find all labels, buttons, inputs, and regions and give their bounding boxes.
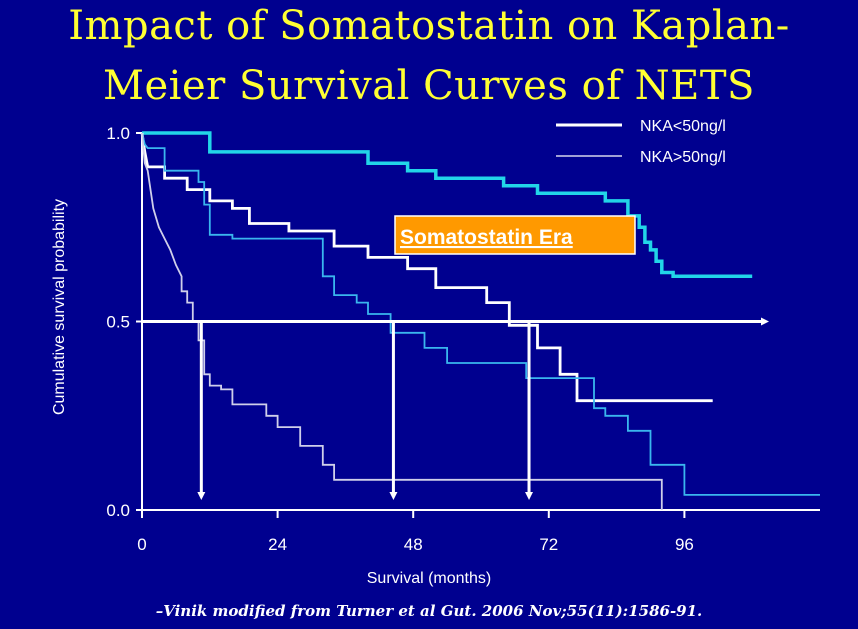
y-tick-label: 0.0	[106, 501, 130, 520]
somatostatin-era-annotation: Somatostatin Era	[394, 215, 636, 255]
axis-ticks: 0 24 48 72 96 0.0 0.5 1.0	[106, 124, 694, 554]
survival-curve-4	[141, 132, 663, 510]
y-tick-label: 0.5	[106, 313, 130, 332]
annotation-text: Somatostatin Era	[400, 226, 573, 249]
survival-curve-3	[141, 132, 820, 496]
series-layer	[140, 131, 820, 510]
x-axis-label: Survival (months)	[366, 570, 492, 587]
chart-title-line2: Meier Survival Curves of NETS	[103, 63, 755, 109]
x-tick-label: 96	[675, 535, 694, 554]
annotation-box	[394, 215, 636, 255]
survival-curve-1	[142, 131, 753, 279]
x-tick-label: 0	[137, 535, 146, 554]
x-tick-label: 24	[268, 535, 287, 554]
median-layer	[142, 317, 769, 500]
legend: NKA<50ng/l NKA>50ng/l	[556, 118, 726, 166]
legend-label-nka-high: NKA>50ng/l	[640, 149, 726, 166]
legend-label-nka-low: NKA<50ng/l	[640, 118, 726, 135]
chart-title-line1: Impact of Somatostatin on Kaplan-	[68, 3, 790, 49]
y-tick-label: 1.0	[106, 124, 130, 143]
citation: –Vinik modified from Turner et al Gut. 2…	[155, 602, 703, 620]
x-tick-label: 48	[404, 535, 423, 554]
x-tick-label: 72	[539, 535, 558, 554]
survival-curve-2	[140, 132, 713, 403]
y-axis-label: Cumulative survival probability	[51, 198, 68, 416]
